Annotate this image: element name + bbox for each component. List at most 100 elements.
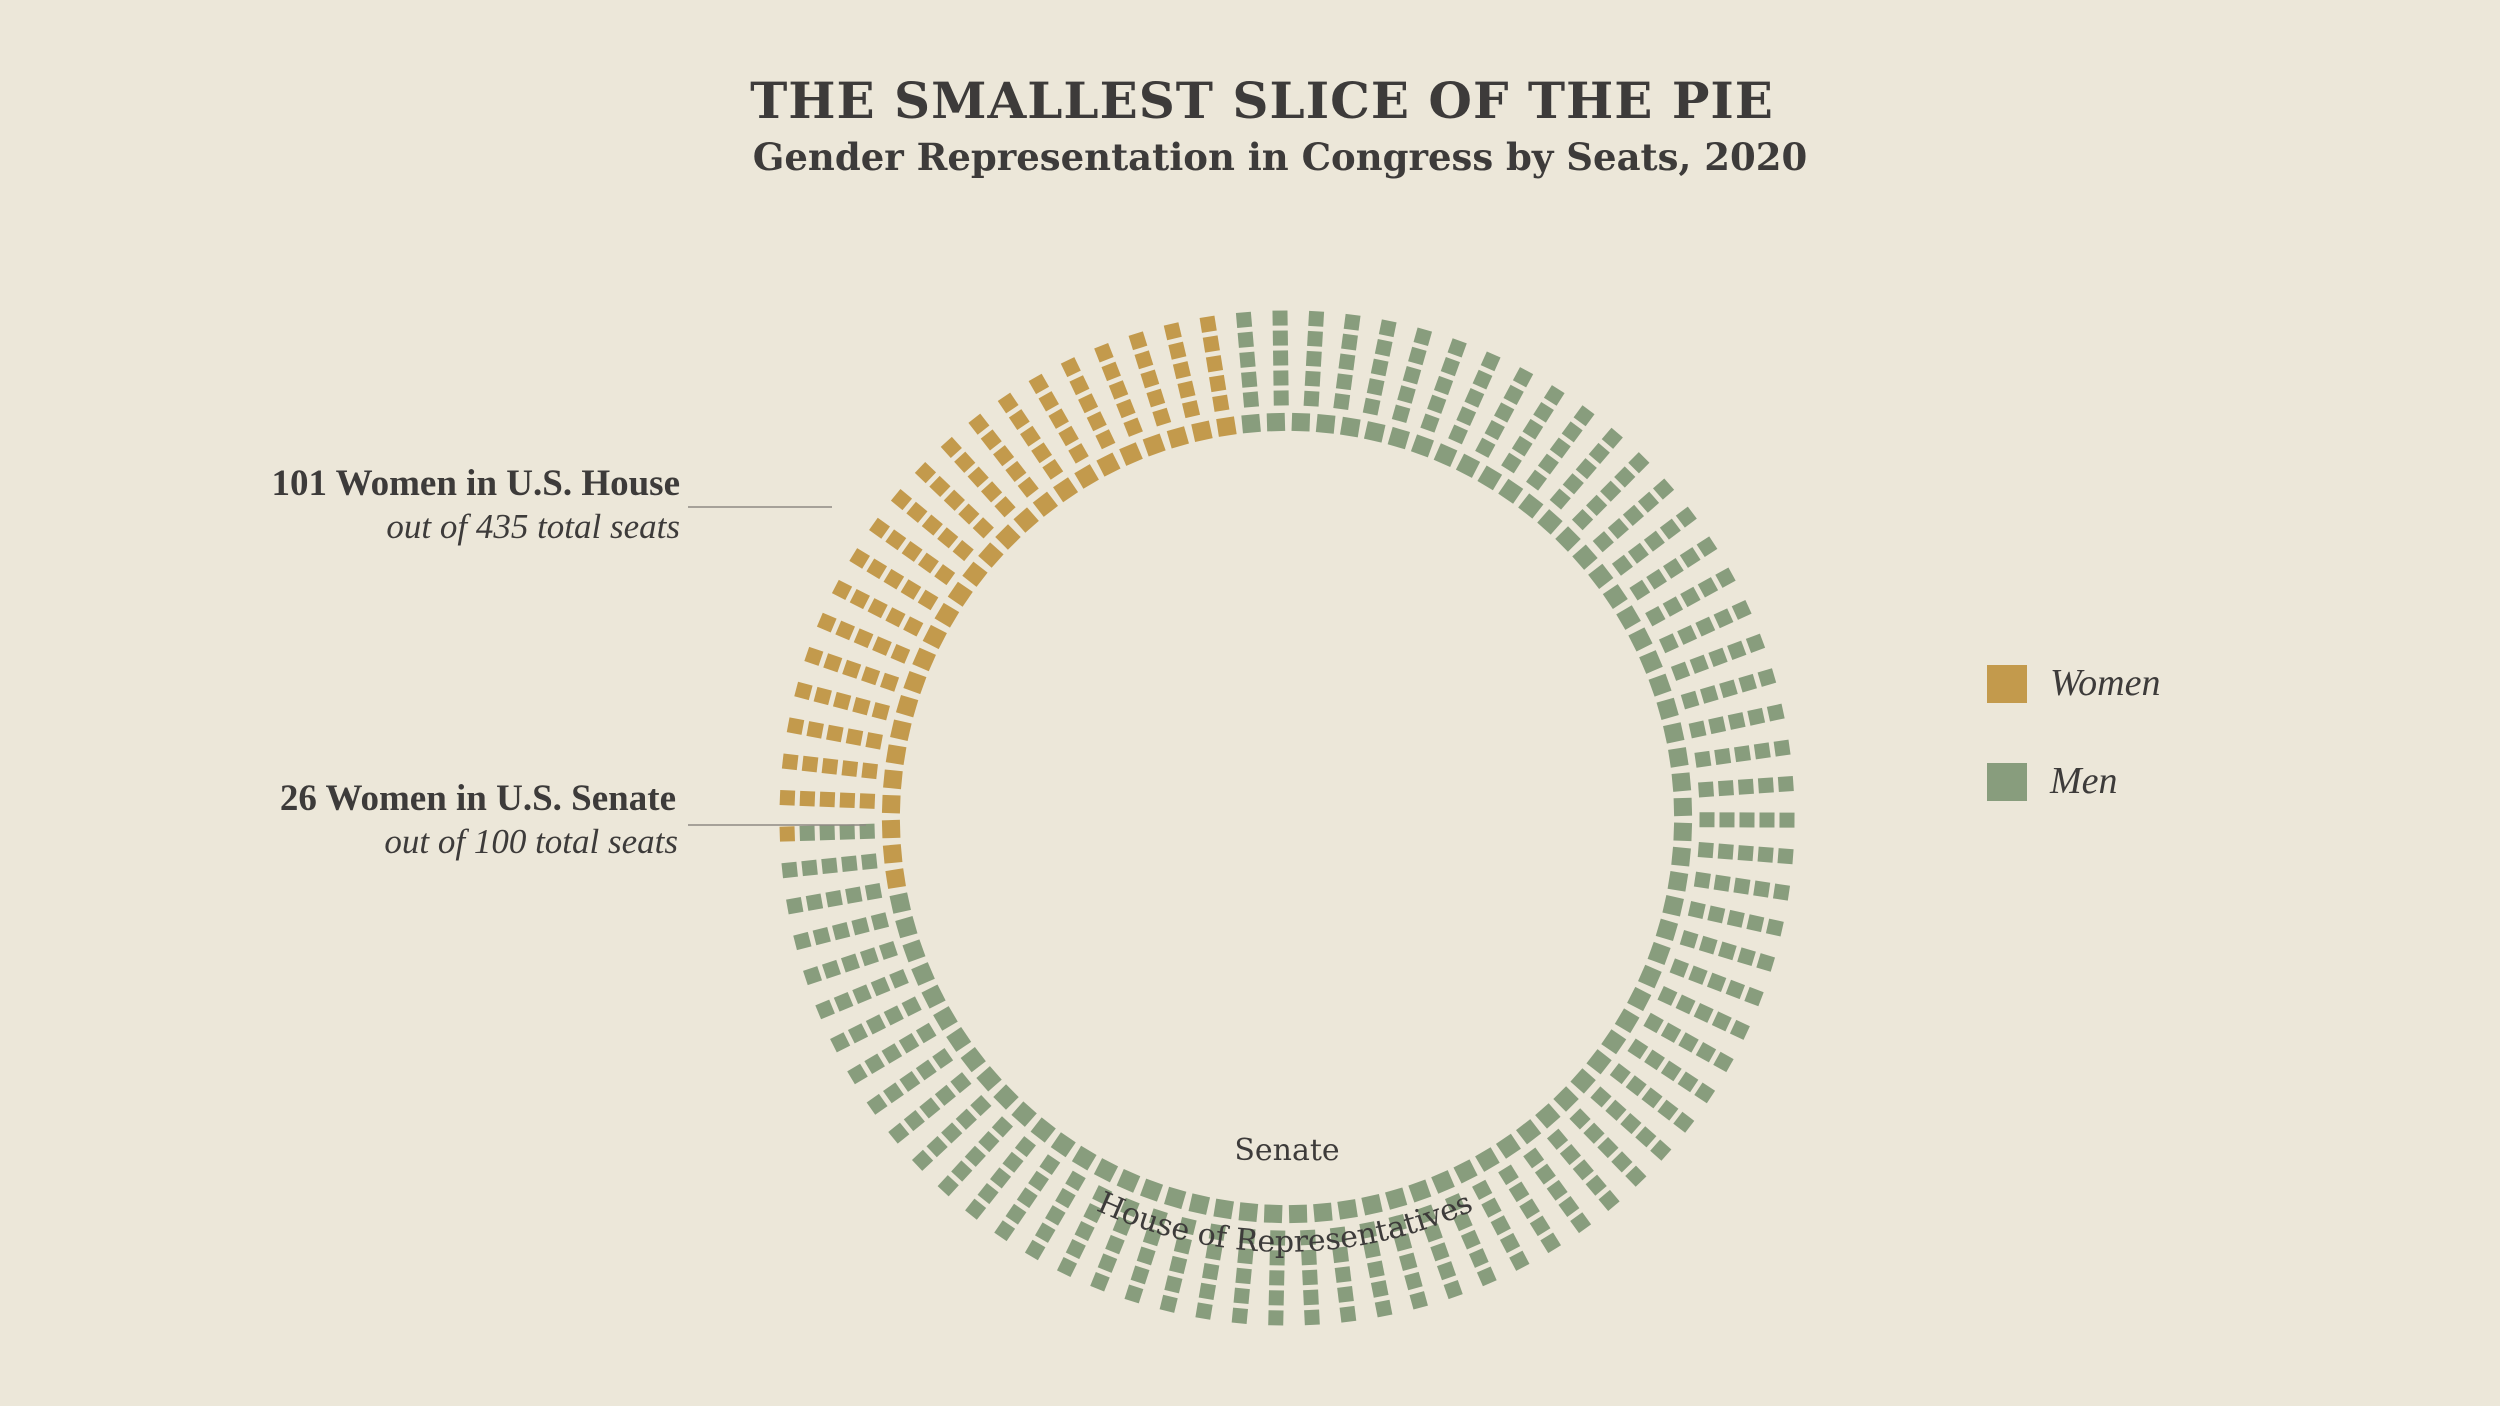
seat-men [1164, 1186, 1187, 1210]
legend-swatch-men [1987, 763, 2027, 801]
seat-women [903, 671, 927, 695]
seat-men [1713, 608, 1734, 629]
seat-men [1343, 313, 1361, 331]
seat-men [1689, 654, 1709, 674]
seat-men [1301, 1249, 1317, 1266]
seat-men [821, 857, 838, 875]
seat-men [1643, 1012, 1664, 1034]
seat-women [869, 517, 890, 539]
seat-women [980, 429, 1002, 451]
seat-women [1028, 373, 1050, 395]
seat-men [1484, 419, 1505, 441]
seat-men [1697, 577, 1719, 598]
seat-women [901, 540, 923, 562]
house-annotation-headline: 101 Women in U.S. House [272, 463, 680, 504]
seat-women [883, 568, 905, 590]
seat-men [1402, 366, 1422, 385]
seat-men [1697, 842, 1714, 859]
seat-women [900, 579, 922, 600]
seat-men [1706, 972, 1727, 993]
seat-women [853, 628, 874, 649]
seat-men [1627, 1038, 1649, 1060]
seat-men [1140, 1178, 1164, 1202]
seat-women [816, 612, 837, 633]
seat-women [1094, 343, 1114, 363]
seat-women [940, 436, 962, 459]
seat-women [1108, 380, 1129, 400]
seat-men [1028, 1170, 1049, 1192]
seat-men [1039, 1154, 1061, 1176]
seat-women [972, 517, 994, 539]
seat-women [781, 753, 799, 771]
seat-men [1404, 1271, 1423, 1291]
seat-women [947, 581, 973, 607]
seat-women [1060, 357, 1081, 378]
seat-men [1650, 1139, 1672, 1161]
seat-men [1677, 1071, 1699, 1093]
seat-men [932, 1048, 954, 1069]
seat-men [903, 1109, 925, 1132]
seat-men [1668, 747, 1689, 768]
seat-men [911, 1149, 934, 1171]
seat-men [1374, 1299, 1393, 1318]
seat-men [1447, 338, 1467, 358]
seat-men [1598, 1189, 1620, 1212]
seat-women [1191, 420, 1213, 442]
seat-men [950, 1072, 972, 1094]
seat-men [1308, 310, 1325, 327]
seat-men [1269, 1230, 1286, 1246]
seat-men [1130, 1265, 1150, 1285]
seat-men [881, 1043, 903, 1064]
seat-men [1677, 624, 1698, 645]
seat-men [1647, 941, 1671, 965]
seat-women [794, 681, 813, 701]
seat-women [1078, 393, 1099, 414]
seat-women [958, 503, 980, 525]
seat-men [1719, 679, 1738, 699]
seat-men [915, 1059, 937, 1081]
seat-men [1378, 319, 1397, 338]
seat-men [864, 882, 883, 901]
seat-men [1417, 1204, 1437, 1224]
seat-men [1050, 1132, 1076, 1158]
seat-women [1053, 477, 1079, 503]
seat-men [1045, 1205, 1066, 1226]
seat-women [914, 462, 937, 484]
seat-women [1134, 350, 1154, 370]
seat-men [1679, 547, 1701, 568]
seat-women [871, 702, 890, 721]
seat-men [847, 1063, 868, 1085]
seat-men [1656, 697, 1679, 720]
seat-women [841, 760, 859, 777]
seat-women [883, 769, 903, 790]
seat-men [1159, 1294, 1178, 1313]
seat-men [1777, 848, 1794, 865]
seat-men [845, 886, 863, 904]
seat-men [1569, 1108, 1591, 1130]
seat-men [1090, 1271, 1110, 1292]
seat-men [934, 1084, 956, 1106]
seat-women [806, 721, 824, 739]
seat-men [1657, 985, 1678, 1006]
seat-women [849, 588, 870, 610]
seat-men [1370, 358, 1389, 377]
seat-men [1263, 1204, 1283, 1224]
seat-men [1034, 1222, 1056, 1243]
seat-men [1543, 385, 1565, 406]
seat-men [915, 1022, 937, 1044]
seat-men [1695, 1042, 1717, 1063]
seat-women [1032, 491, 1059, 517]
seat-women [826, 724, 844, 743]
seat-men [1535, 1103, 1561, 1129]
seat-men [1660, 1060, 1682, 1082]
seat-men [1572, 1159, 1594, 1181]
seat-women [1166, 426, 1189, 449]
seat-women [934, 564, 956, 586]
seat-men [1363, 1240, 1381, 1259]
seat-men [1638, 964, 1662, 989]
seat-men [1549, 488, 1571, 510]
seat-men [1680, 586, 1701, 608]
house-seats [779, 310, 1795, 1326]
seat-men [1413, 327, 1433, 347]
seat-men [1739, 812, 1755, 828]
